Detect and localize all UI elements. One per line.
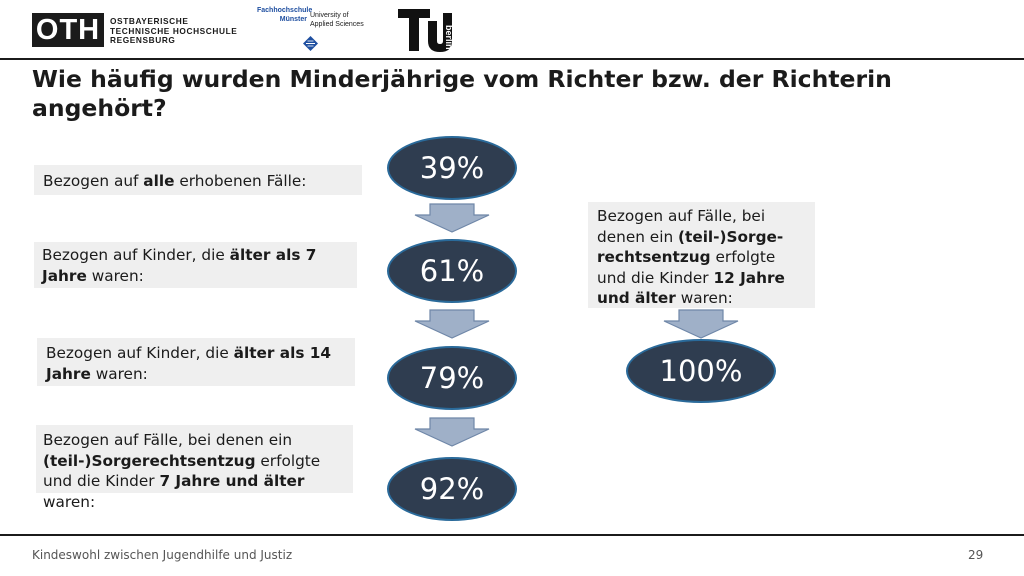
- value-ellipse-custody-12: 100%: [626, 339, 776, 403]
- label-3-bold: älter als 14 Jahre: [46, 344, 332, 383]
- tu-berlin-logo: berlin: [398, 9, 454, 52]
- fh-name-line-2: Münster: [279, 16, 307, 23]
- label-1-post: erhobenen Fälle:: [174, 172, 307, 190]
- value-ellipse-all: 39%: [387, 136, 517, 200]
- label-2-post: waren:: [86, 266, 144, 285]
- label-older-than-14: Bezogen auf Kinder, die älter als 14 Jah…: [37, 338, 355, 386]
- label-all-cases: Bezogen auf alle erhobenen Fälle:: [34, 165, 362, 195]
- label-5-pre: Bezogen auf Fälle, bei denen ein: [597, 207, 766, 246]
- oth-logo: OTH: [32, 13, 104, 47]
- fh-name-line-1: Fachhochschule: [257, 7, 313, 14]
- down-arrow-icon: [414, 309, 490, 339]
- fh-muenster-name: Fachhochschule Münster: [257, 6, 313, 24]
- tu-berlin-text: berlin: [444, 25, 454, 50]
- footer-text: Kindeswohl zwischen Jugendhilfe und Just…: [32, 548, 293, 562]
- label-5-post: waren:: [675, 289, 733, 307]
- label-1-bold: alle: [143, 172, 175, 190]
- fh-sub-line-1: University of: [310, 12, 349, 19]
- label-3-post: waren:: [90, 364, 148, 383]
- slide-title: Wie häufig wurden Minderjährige vom Rich…: [32, 65, 892, 122]
- value-ellipse-older-7: 61%: [387, 239, 517, 303]
- label-5-bold2: 12 Jahre und älter: [597, 268, 785, 308]
- fh-sub-line-2: Applied Sciences: [310, 20, 364, 28]
- fh-muenster-subtitle: University of Applied Sciences: [310, 12, 364, 29]
- label-4-post: waren:: [43, 492, 96, 511]
- label-custody-7-and-older: Bezogen auf Fälle, bei denen ein (teil-)…: [36, 425, 353, 511]
- page-number: 29: [968, 548, 984, 562]
- oth-name: OSTBAYERISCHE TECHNISCHE HOCHSCHULE REGE…: [110, 16, 238, 46]
- header-divider: [0, 58, 1024, 60]
- label-2-bold: älter als 7 Jahre: [42, 246, 317, 285]
- fh-muenster-emblem-icon: [303, 36, 318, 51]
- label-4-bold2: 7 Jahre und älter: [159, 472, 305, 490]
- label-4-bold: (teil-)Sorgerechtsentzug: [43, 451, 256, 470]
- oth-line-3: REGENSBURG: [110, 35, 176, 45]
- down-arrow-icon: [663, 309, 739, 339]
- label-3-pre: Bezogen auf Kinder, die: [46, 344, 234, 362]
- label-5-bold: (teil-)Sorge-rechtsentzug: [597, 227, 784, 267]
- label-5-mid: erfolgte und die Kinder: [597, 248, 776, 287]
- label-4-pre: Bezogen auf Fälle, bei denen ein: [43, 431, 293, 449]
- label-custody-12-and-older: Bezogen auf Fälle, bei denen ein (teil-)…: [588, 202, 815, 308]
- footer-divider: [0, 534, 1024, 536]
- label-older-than-7: Bezogen auf Kinder, die älter als 7 Jahr…: [34, 242, 357, 288]
- value-ellipse-custody-7: 92%: [387, 457, 517, 521]
- down-arrow-icon: [414, 203, 490, 233]
- label-2-pre: Bezogen auf Kinder, die: [42, 246, 230, 264]
- oth-line-1: OSTBAYERISCHE: [110, 16, 189, 26]
- down-arrow-icon: [414, 417, 490, 447]
- value-ellipse-older-14: 79%: [387, 346, 517, 410]
- label-1-pre: Bezogen auf: [43, 172, 144, 190]
- label-4-mid: erfolgte und die Kinder: [43, 451, 321, 491]
- oth-line-2: TECHNISCHE HOCHSCHULE: [110, 25, 238, 36]
